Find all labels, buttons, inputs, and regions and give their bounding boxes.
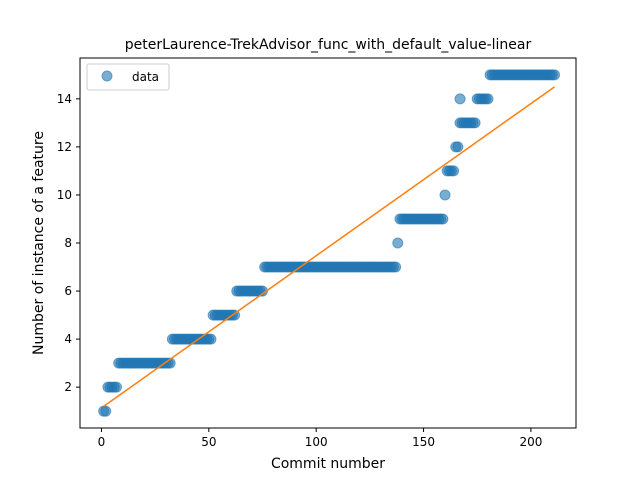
x-tick-label: 0 [98,435,106,449]
x-tick-label: 50 [201,435,216,449]
fit-line [103,86,555,407]
data-point [448,165,460,177]
legend-marker [101,70,113,82]
y-tick-label: 4 [64,332,72,346]
y-tick-label: 14 [57,92,72,106]
legend-box [86,63,170,91]
legend-label: data [132,70,159,84]
data-point [469,117,481,129]
data-point [205,333,217,345]
y-tick-label: 12 [57,140,72,154]
data-point [390,261,402,273]
y-tick-label: 6 [64,284,72,298]
data-point [482,93,494,105]
y-tick-label: 10 [57,188,72,202]
y-tick-label: 2 [64,380,72,394]
y-tick-label: 8 [64,236,72,250]
y-axis: 2 4 6 8 10 12 14 [57,92,80,394]
x-tick-label: 200 [519,435,542,449]
data-point [437,213,449,225]
data-point [439,189,451,201]
data-point [111,381,122,393]
data-point [549,69,561,81]
data-point [454,93,466,105]
x-axis-label: Commit number [271,456,385,472]
x-axis: 0 50 100 150 200 [98,428,542,449]
chart-title: peterLaurence-TrekAdvisor_func_with_defa… [125,37,532,53]
data-point [100,405,112,417]
legend: data [86,63,170,91]
data-point [392,237,404,249]
fit-line-layer [103,86,555,407]
x-tick-label: 100 [305,435,328,449]
y-axis-label: Number of instance of a feature [31,131,47,355]
x-tick-label: 150 [412,435,435,449]
data-point [452,141,464,153]
